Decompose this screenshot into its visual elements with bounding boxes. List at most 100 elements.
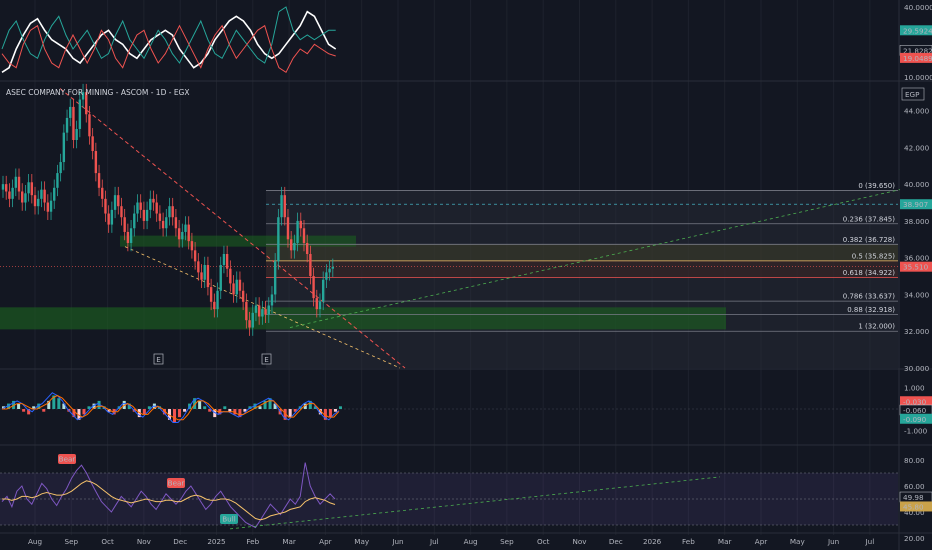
price-tick-label: 30.000: [904, 364, 930, 373]
fib-level-label: 0.5 (35.825): [852, 252, 896, 260]
chart-title: ASEC COMPANY FOR MINING - ASCOM - 1D - E…: [6, 88, 190, 97]
macd-histogram-bar: [198, 400, 202, 409]
candle-body: [104, 198, 107, 214]
candle-body: [81, 92, 85, 100]
time-tick-label: 2025: [207, 537, 225, 546]
candle-body: [331, 266, 334, 269]
candle-body: [261, 309, 264, 317]
macd-histogram-bar: [37, 403, 41, 409]
candle-body: [53, 187, 56, 201]
macd-histogram-bar: [323, 409, 327, 420]
top-last-value-bg: [900, 25, 932, 36]
candle-body: [11, 187, 14, 199]
candle-body: [17, 176, 21, 192]
macd-histogram-bar: [92, 403, 96, 409]
candle-body: [142, 209, 146, 221]
time-tick-label: Dec: [609, 537, 623, 546]
candle-body: [302, 228, 306, 243]
trendline-up: [289, 189, 901, 328]
macd-histogram-bar: [238, 409, 242, 418]
candle-body: [193, 250, 197, 262]
candle-body: [120, 206, 123, 218]
macd-histogram-bar: [87, 406, 91, 409]
candle-body: [158, 213, 162, 221]
candle-body: [165, 217, 168, 229]
macd-histogram-bar: [243, 409, 247, 412]
rsi-last-value: 49.98: [903, 493, 924, 502]
candle-body: [270, 294, 274, 306]
macd-histogram-bar: [147, 406, 151, 409]
time-tick-label: Feb: [682, 537, 695, 546]
candle-body: [289, 239, 293, 251]
time-axis[interactable]: Aug Sep Oct Nov Dec 2025 Feb Mar Apr May Jun Jul Aug…: [28, 537, 874, 546]
rsi-ma-last-bg: [900, 501, 932, 512]
time-tick-label: Aug: [28, 537, 42, 546]
candle-body: [49, 200, 53, 212]
macd-histogram-bar: [288, 409, 292, 418]
marker-price-label: 38.907: [903, 200, 928, 209]
top-tick-label: 40.0000: [904, 3, 932, 12]
candle-body: [283, 195, 286, 218]
earnings-marker: E: [156, 355, 161, 364]
price-tick-label: 32.000: [904, 327, 930, 336]
macd-histogram-bar: [258, 406, 262, 409]
candle-body: [273, 261, 277, 295]
macd-histogram-bar: [127, 403, 131, 409]
candle-body: [1, 184, 5, 190]
macd-histogram-bar: [268, 398, 272, 409]
candle-body: [155, 202, 158, 214]
time-tick-label: Aug: [464, 537, 478, 546]
macd-histogram-bar: [27, 409, 31, 415]
fib-level-label: 0.786 (33.637): [843, 293, 895, 301]
candle-body: [91, 136, 94, 152]
candle-body: [328, 268, 331, 273]
time-tick-label: Nov: [137, 537, 152, 546]
candle-body: [209, 287, 213, 302]
top-last-value: 21.8282: [903, 46, 932, 55]
price-tick-label: 36.000: [904, 254, 930, 263]
macd-histogram-bar: [7, 403, 11, 409]
candle-body: [139, 202, 142, 210]
signal-marker-bg: [167, 478, 185, 488]
rsi-tick-label: 40.00: [904, 508, 925, 517]
candle-body: [129, 228, 133, 243]
candle-body: [254, 305, 258, 313]
candle-body: [152, 198, 155, 203]
candle-body: [229, 268, 232, 284]
price-panel[interactable]: 0 (39.650) 0.236 (37.845) 0.382 (36.728) 0.…: [0, 83, 901, 369]
last-price-label: 35.510: [903, 263, 929, 272]
rsi-trendline: [229, 476, 721, 530]
macd-histogram-bar: [333, 409, 337, 412]
candle-body: [43, 189, 46, 203]
candle-body: [299, 220, 302, 229]
currency-box: [901, 87, 925, 101]
time-tick-label: Mar: [282, 537, 296, 546]
macd-last-value: -0.090: [903, 415, 927, 424]
candle-body: [40, 189, 43, 199]
time-tick-label: Oct: [101, 537, 114, 546]
macd-histogram-bar: [82, 409, 86, 415]
fib-level-label: 1 (32.000): [858, 323, 895, 331]
time-tick-label: Jul: [865, 537, 875, 546]
candle-body: [123, 217, 126, 232]
candle-body: [65, 117, 69, 133]
macd-tick-label: -1.000: [904, 427, 928, 436]
top-tick-label: 10.0000: [904, 73, 932, 82]
fib-level-label: 0 (39.650): [858, 182, 895, 190]
top-series-line: [1, 10, 337, 73]
candle-body: [85, 92, 88, 115]
candle-body: [46, 202, 50, 212]
rsi-tick-label: 80.00: [904, 456, 925, 465]
candle-body: [187, 224, 190, 242]
candle-body: [14, 176, 18, 188]
top-series-line: [1, 24, 336, 74]
macd-histogram-bar: [17, 403, 21, 409]
macd-histogram-bar: [72, 409, 76, 418]
candle-body: [257, 305, 261, 317]
macd-histogram-bar: [173, 409, 177, 423]
time-tick-label: Jun: [827, 537, 839, 546]
candle-body: [59, 162, 62, 174]
